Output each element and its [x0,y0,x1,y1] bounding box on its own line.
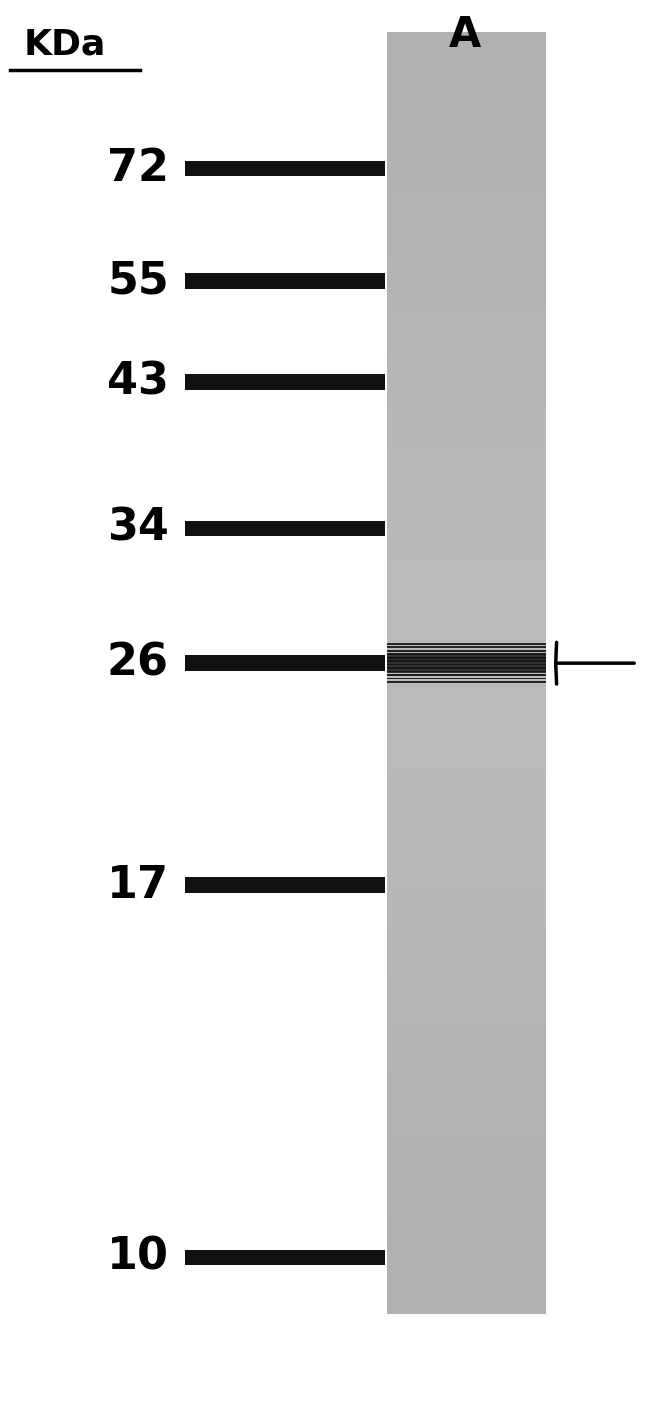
Bar [387,1151,546,1170]
Bar [387,895,546,915]
Text: 43: 43 [107,361,169,403]
Bar [387,384,546,403]
Bar [387,80,546,100]
Bar [387,336,546,355]
Bar [387,719,546,739]
Bar [387,992,546,1010]
Bar [387,736,546,754]
Bar [387,687,546,707]
Bar [387,639,546,659]
Bar [387,943,546,962]
Text: 55: 55 [107,260,169,302]
Bar [387,608,546,627]
Bar [387,1231,546,1250]
Bar [387,1183,546,1201]
Text: A: A [448,14,481,56]
Bar [387,1168,546,1186]
Bar [387,240,546,259]
Bar [387,353,546,371]
Bar [387,592,546,611]
Bar [387,303,546,323]
Bar [387,1215,546,1234]
Bar [387,559,546,579]
Bar [387,927,546,946]
Bar [387,464,546,483]
Bar [387,880,546,898]
Bar [387,832,546,850]
Bar [387,256,546,275]
Bar [387,704,546,722]
Text: KDa: KDa [24,28,106,62]
Bar [387,273,546,291]
Bar [387,1071,546,1090]
Bar [387,160,546,178]
Bar [387,752,546,770]
Bar [185,520,385,535]
Bar [387,1118,546,1138]
Bar [387,544,546,562]
Bar [387,656,546,674]
Bar [387,400,546,419]
Bar [387,863,546,882]
Bar [387,767,546,787]
Bar [387,1087,546,1106]
Bar [387,960,546,978]
Bar [387,1040,546,1058]
Bar [387,576,546,594]
Bar [387,1248,546,1266]
Bar [387,912,546,930]
Text: 72: 72 [107,148,169,190]
Bar [387,528,546,547]
Bar [387,1263,546,1281]
Bar [387,496,546,514]
Bar [387,225,546,243]
Bar [387,1055,546,1073]
Bar [387,672,546,690]
Bar [387,975,546,995]
Bar [387,288,546,306]
Bar [387,847,546,865]
Bar [185,273,385,288]
Bar [387,481,546,499]
Bar [387,511,546,531]
Bar [387,112,546,131]
Bar [387,1198,546,1218]
Bar [387,176,546,195]
Bar [387,145,546,163]
Bar [387,1295,546,1314]
Bar [387,799,546,818]
Bar [387,1007,546,1026]
Bar [387,653,546,673]
Bar [387,784,546,802]
Bar [185,877,385,894]
Bar [185,1250,385,1266]
Text: 26: 26 [107,642,169,684]
Bar [387,65,546,83]
Bar [387,1023,546,1043]
Text: 17: 17 [107,864,169,906]
Bar [185,375,385,391]
Bar [387,416,546,434]
Bar [387,368,546,386]
Bar [387,97,546,115]
Bar [387,1103,546,1121]
Bar [387,192,546,211]
Bar [387,208,546,228]
Bar [185,162,385,177]
Bar [387,815,546,835]
Text: 10: 10 [107,1236,169,1279]
Bar [387,32,546,51]
Bar [387,48,546,67]
Bar [387,1135,546,1154]
Bar [185,655,385,672]
Bar [387,448,546,466]
Bar [387,320,546,339]
Bar [387,624,546,642]
Bar [387,1279,546,1298]
Bar [387,431,546,451]
Text: 34: 34 [107,507,169,549]
Bar [387,128,546,148]
